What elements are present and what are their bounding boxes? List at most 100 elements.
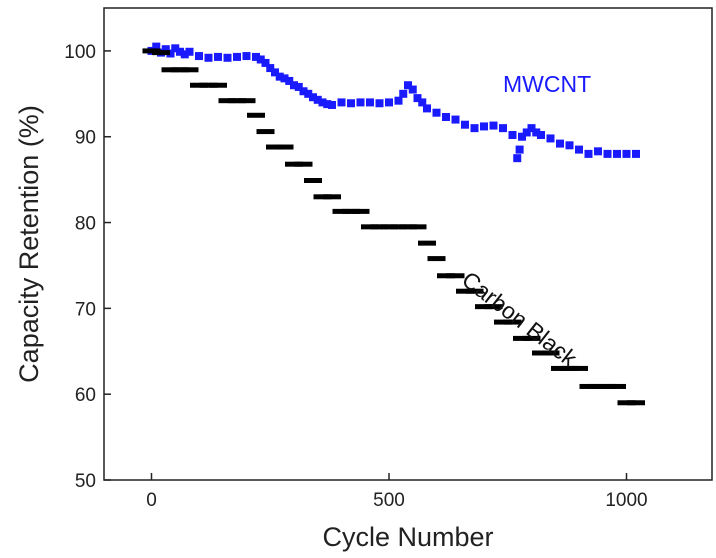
data-point xyxy=(408,85,417,94)
data-point xyxy=(532,128,541,137)
data-point xyxy=(161,67,180,73)
data-point xyxy=(442,112,450,121)
data-point xyxy=(247,112,265,118)
data-point xyxy=(299,87,308,96)
data-point xyxy=(280,74,289,83)
data-point xyxy=(337,98,346,107)
data-point xyxy=(584,149,593,158)
data-point xyxy=(565,141,574,150)
data-point xyxy=(551,365,569,371)
data-point xyxy=(223,53,232,62)
data-point xyxy=(313,95,322,104)
data-point xyxy=(366,98,374,107)
annotation-layer: MWCNT Carbon Black xyxy=(457,71,591,372)
data-point xyxy=(285,161,303,167)
data-point xyxy=(199,82,218,88)
data-point xyxy=(256,129,275,135)
data-point xyxy=(190,82,208,88)
data-point xyxy=(413,94,422,103)
data-point xyxy=(309,93,317,102)
data-point xyxy=(508,131,517,140)
data-point xyxy=(622,149,631,158)
data-point xyxy=(266,144,284,150)
plot-frame xyxy=(103,7,713,481)
data-point xyxy=(418,240,436,246)
data-point xyxy=(399,89,408,98)
data-point xyxy=(342,208,360,214)
data-point xyxy=(237,98,256,104)
data-point xyxy=(318,98,327,107)
x-tick-label: 1000 xyxy=(605,490,647,511)
data-point xyxy=(228,98,246,104)
data-point xyxy=(632,149,640,158)
y-tick-label: 50 xyxy=(75,471,96,492)
data-point xyxy=(394,96,403,105)
data-point xyxy=(404,81,412,90)
data-point xyxy=(328,100,336,109)
data-point xyxy=(470,124,479,133)
data-point xyxy=(575,145,583,154)
data-point xyxy=(142,48,161,54)
data-point xyxy=(518,132,526,141)
data-point xyxy=(294,82,303,91)
data-point xyxy=(375,99,384,108)
data-point xyxy=(275,144,294,150)
data-point xyxy=(176,47,184,56)
data-point xyxy=(617,400,636,406)
data-point xyxy=(180,50,189,59)
data-point xyxy=(522,128,531,137)
series-layer xyxy=(142,42,645,406)
data-point xyxy=(570,365,588,371)
data-point xyxy=(351,208,370,214)
data-point xyxy=(166,49,175,58)
data-point xyxy=(385,98,393,107)
y-tick-label: 90 xyxy=(75,128,96,149)
data-point xyxy=(185,47,194,56)
data-point xyxy=(513,335,531,341)
data-point xyxy=(613,149,621,158)
data-point xyxy=(494,319,512,325)
data-point xyxy=(503,319,522,325)
y-tick-label: 60 xyxy=(75,385,96,406)
data-point xyxy=(242,52,251,61)
data-point xyxy=(313,194,332,200)
data-point xyxy=(480,122,488,131)
data-point xyxy=(465,288,484,294)
data-point xyxy=(556,139,564,148)
data-point xyxy=(399,224,417,230)
y-tick-label: 80 xyxy=(75,214,96,235)
data-point xyxy=(537,131,545,140)
data-point xyxy=(323,100,332,109)
data-point xyxy=(408,224,427,230)
data-point xyxy=(456,288,474,294)
data-point xyxy=(560,365,579,371)
data-point xyxy=(252,52,260,61)
data-point xyxy=(304,177,322,183)
data-point xyxy=(275,72,284,81)
data-point xyxy=(608,383,626,389)
data-point xyxy=(152,42,161,51)
data-point xyxy=(171,67,189,73)
data-point xyxy=(451,115,460,124)
annotation-label: Carbon Black xyxy=(457,266,582,372)
data-point xyxy=(294,161,313,167)
y-axis-title: Capacity Retention (%) xyxy=(14,105,44,383)
data-point xyxy=(256,55,265,64)
data-point xyxy=(603,149,612,158)
data-point xyxy=(522,335,541,341)
data-point xyxy=(161,45,170,54)
data-point xyxy=(218,98,237,104)
data-point xyxy=(171,44,180,53)
data-point xyxy=(589,383,607,389)
data-point xyxy=(370,224,389,230)
data-point xyxy=(594,147,602,156)
data-point xyxy=(261,58,270,67)
data-point xyxy=(515,145,524,154)
series-0 xyxy=(147,42,640,163)
data-point xyxy=(418,98,427,107)
data-point xyxy=(513,154,522,163)
x-tick-label: 0 xyxy=(146,490,157,511)
data-point xyxy=(380,224,398,230)
data-point xyxy=(356,98,365,107)
data-point xyxy=(499,124,507,133)
